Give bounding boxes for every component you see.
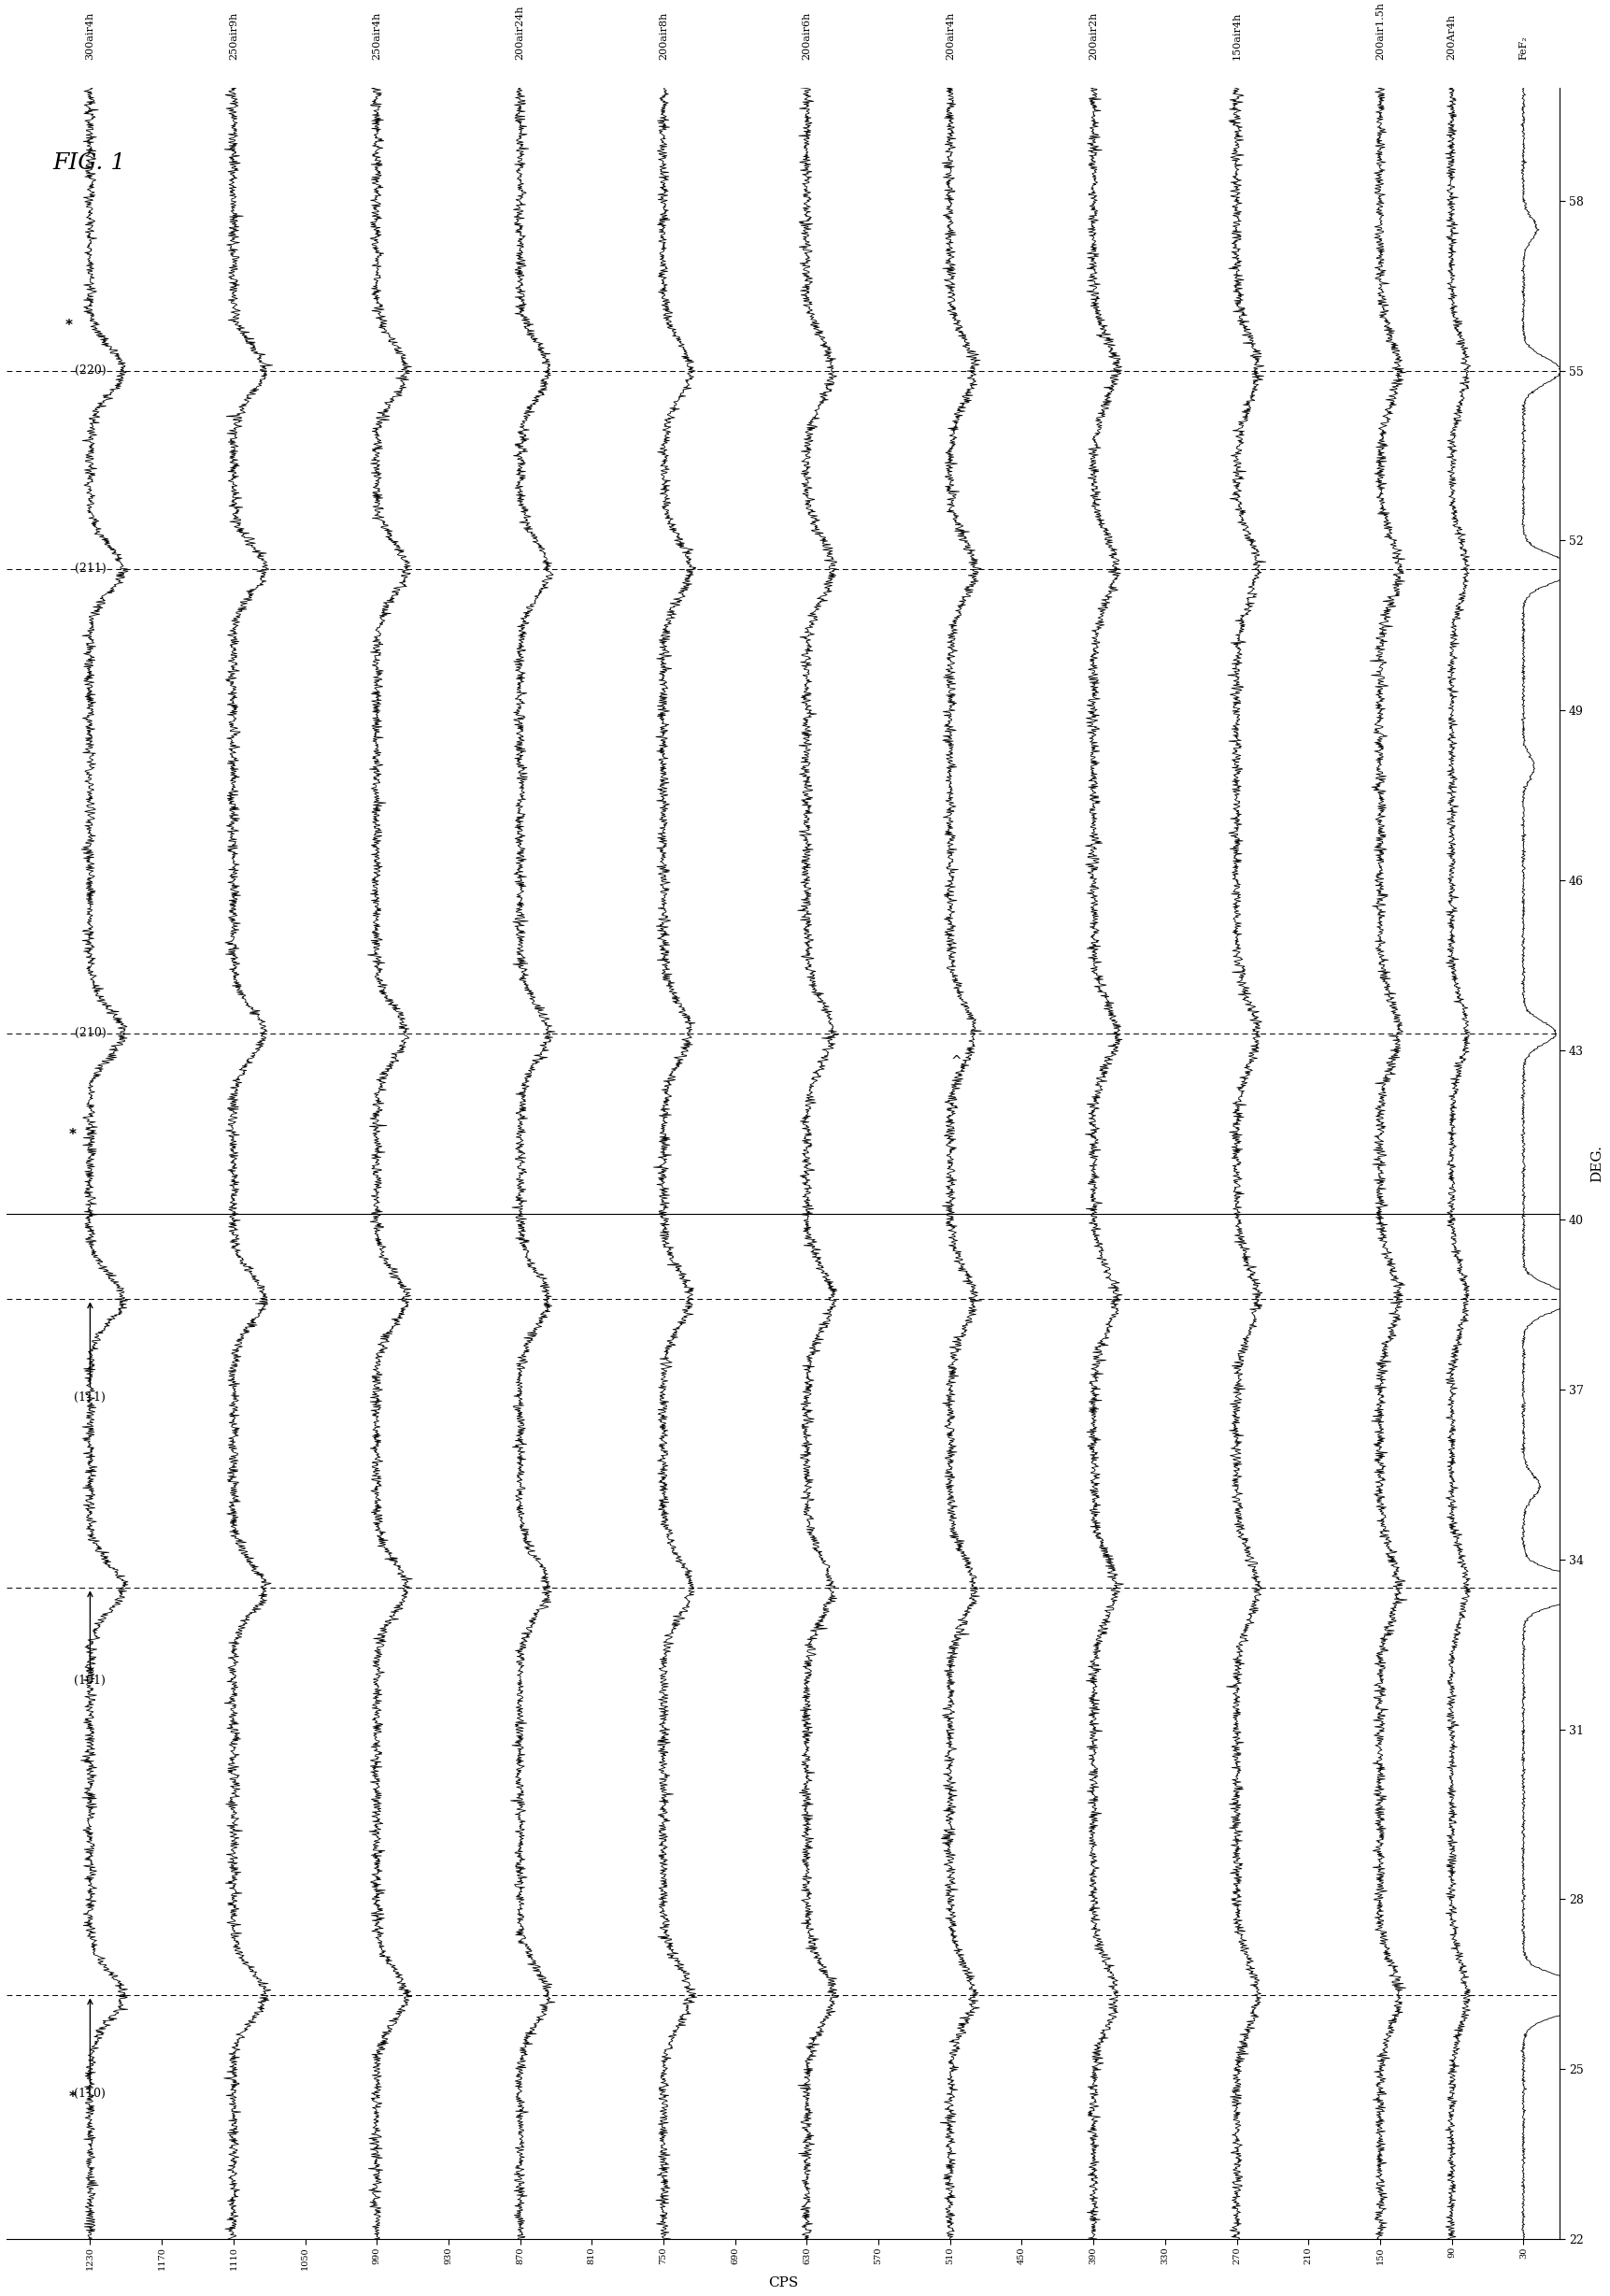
Text: *: * [64, 319, 72, 333]
Text: (111): (111) [74, 1304, 106, 1403]
Text: ^: ^ [950, 1054, 961, 1068]
Text: FeF₂: FeF₂ [1518, 34, 1528, 60]
Text: 300air4h: 300air4h [85, 11, 95, 60]
Text: 200Ar4h: 200Ar4h [1447, 14, 1457, 60]
Text: 250air4h: 250air4h [372, 11, 382, 60]
Text: (210): (210) [74, 1026, 106, 1040]
Text: *: * [69, 2089, 76, 2105]
Text: 200air2h: 200air2h [1088, 11, 1098, 60]
Text: *: * [87, 1667, 93, 1681]
Text: 250air9h: 250air9h [229, 11, 238, 60]
Text: *: * [69, 1127, 76, 1141]
Text: (220): (220) [74, 365, 106, 377]
Text: 200air24h: 200air24h [515, 5, 525, 60]
Y-axis label: DEG.: DEG. [1591, 1146, 1604, 1182]
Text: (101): (101) [74, 1591, 106, 1688]
X-axis label: CPS: CPS [768, 2275, 799, 2289]
Text: 200air4h: 200air4h [945, 11, 955, 60]
Text: (211): (211) [74, 563, 106, 574]
Text: 150air4h: 150air4h [1232, 11, 1241, 60]
Text: FIG. 1: FIG. 1 [53, 152, 126, 174]
Text: 200air1.5h: 200air1.5h [1375, 2, 1385, 60]
Text: 200air8h: 200air8h [658, 11, 668, 60]
Text: 200air6h: 200air6h [802, 11, 811, 60]
Text: (110): (110) [74, 2000, 106, 2101]
